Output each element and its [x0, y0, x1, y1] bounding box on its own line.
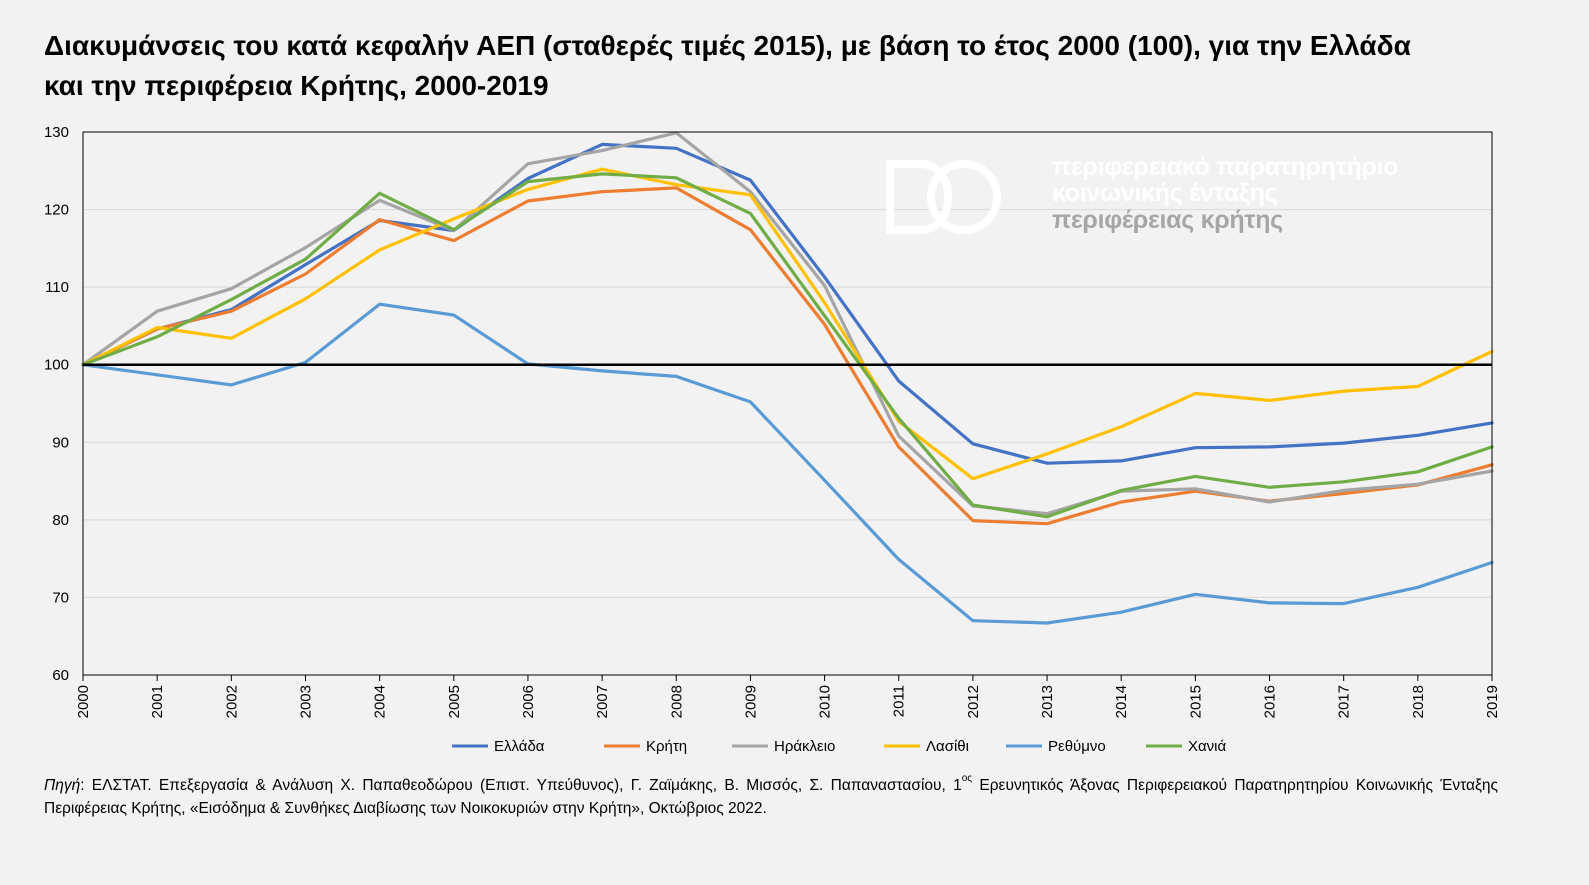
y-tick-label: 60 — [52, 667, 69, 684]
x-tick-label: 2000 — [75, 685, 92, 718]
watermark-line-3: περιφέρειας κρήτης — [1052, 206, 1283, 234]
x-tick-label: 2014 — [1113, 685, 1130, 718]
y-axis: 60 70 80 90 100 110 120 130 — [44, 124, 69, 684]
chart-title: Διακυμάνσεις του κατά κεφαλήν ΑΕΠ (σταθε… — [44, 26, 1524, 106]
legend-label-1: Κρήτη — [646, 738, 687, 755]
source-superscript: ος — [961, 773, 973, 784]
legend: Ελλάδα Κρήτη Ηράκλειο Λασίθι Ρεθύμνο Χανιά — [452, 738, 1227, 755]
x-tick-label: 2008 — [668, 685, 685, 718]
x-tick-label: 2007 — [594, 685, 611, 718]
x-tick-label: 2017 — [1336, 685, 1353, 718]
observatory-logo-icon — [886, 160, 1001, 234]
watermark-line-2: κοινωνικής ένταξης — [1052, 179, 1278, 207]
x-tick-label: 2004 — [372, 685, 389, 718]
x-tick-label: 2019 — [1484, 685, 1501, 718]
y-tick-label: 70 — [52, 589, 69, 606]
source-label: Πηγή — [44, 777, 81, 794]
source-text-2: Ερευνητικός Άξονας Περιφερειακού Παρατηρ… — [44, 777, 1499, 817]
x-tick-label: 2009 — [742, 685, 759, 718]
legend-label-0: Ελλάδα — [494, 738, 545, 755]
x-tick-label: 2010 — [817, 685, 834, 718]
y-tick-label: 100 — [44, 357, 69, 374]
plot-area — [83, 132, 1492, 675]
series-line-4 — [81, 302, 1494, 625]
x-tick-label: 2001 — [149, 685, 166, 718]
series-lines — [81, 131, 1494, 625]
x-tick-label: 2002 — [223, 685, 240, 718]
y-tick-label: 120 — [44, 202, 69, 219]
y-tick-label: 90 — [52, 434, 69, 451]
x-tick-label: 2015 — [1187, 685, 1204, 718]
x-tick-label: 2003 — [297, 685, 314, 718]
series-line-0 — [81, 142, 1494, 465]
source-note: Πηγή: ΕΛΣΤΑΤ. Επεξεργασία & Ανάλυση Χ. Π… — [44, 774, 1498, 820]
y-tick-label: 80 — [52, 512, 69, 529]
legend-label-3: Λασίθι — [926, 738, 969, 755]
legend-label-2: Ηράκλειο — [774, 738, 835, 755]
x-tick-label: 2012 — [965, 685, 982, 718]
x-tick-label: 2016 — [1262, 685, 1279, 718]
chart-title-line-2: και την περιφέρεια Κρήτης, 2000-2019 — [44, 70, 549, 101]
chart-title-line-1: Διακυμάνσεις του κατά κεφαλήν ΑΕΠ (σταθε… — [44, 30, 1411, 61]
x-tick-label: 2005 — [446, 685, 463, 718]
series-line-2 — [81, 131, 1494, 516]
x-axis: 2000 2001 2002 2003 2004 2005 2006 2007 2008 2009… — [75, 675, 1501, 718]
legend-label-5: Χανιά — [1188, 738, 1227, 755]
legend-label-4: Ρεθύμνο — [1048, 738, 1106, 755]
y-tick-label: 110 — [45, 279, 69, 296]
x-tick-label: 2018 — [1410, 685, 1427, 718]
watermark-line-1: περιφερειακό παρατηρητήριο — [1052, 153, 1399, 181]
source-text-1: : ΕΛΣΤΑΤ. Επεξεργασία & Ανάλυση Χ. Παπαθ… — [80, 777, 962, 794]
series-line-3 — [81, 167, 1494, 481]
series-line-5 — [81, 172, 1494, 519]
x-tick-label: 2011 — [891, 685, 908, 717]
x-tick-label: 2013 — [1039, 685, 1056, 718]
plot-border — [82, 131, 1493, 676]
y-tick-label: 130 — [44, 124, 69, 141]
x-tick-label: 2006 — [520, 685, 537, 718]
